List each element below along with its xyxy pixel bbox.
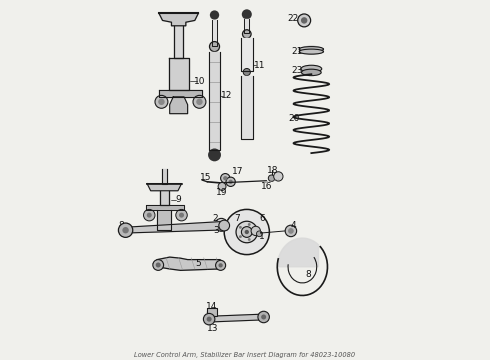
Text: 3: 3 (214, 226, 219, 235)
Text: 8: 8 (306, 270, 311, 279)
Circle shape (248, 238, 251, 241)
Circle shape (156, 262, 161, 267)
Circle shape (242, 226, 252, 237)
Text: 23: 23 (292, 66, 303, 75)
Circle shape (216, 260, 225, 270)
Circle shape (155, 95, 168, 108)
Text: 1: 1 (259, 232, 265, 241)
Text: 22: 22 (287, 14, 298, 23)
Circle shape (248, 223, 251, 226)
Circle shape (219, 220, 230, 231)
Ellipse shape (299, 46, 323, 51)
Circle shape (269, 175, 275, 181)
Circle shape (179, 213, 184, 218)
Circle shape (147, 213, 152, 218)
Circle shape (285, 225, 296, 237)
Polygon shape (212, 20, 217, 45)
Text: Lower Control Arm, Stabilizer Bar Insert Diagram for 48023-10080: Lower Control Arm, Stabilizer Bar Insert… (134, 351, 356, 357)
Text: 9: 9 (176, 195, 181, 204)
Text: 5: 5 (195, 260, 200, 269)
Text: 18: 18 (267, 166, 279, 175)
Circle shape (228, 180, 233, 184)
Polygon shape (124, 221, 227, 233)
Circle shape (218, 183, 226, 190)
Polygon shape (159, 90, 202, 97)
Polygon shape (245, 19, 249, 33)
Circle shape (245, 230, 249, 234)
Polygon shape (209, 314, 264, 322)
Text: 7: 7 (234, 214, 240, 223)
Circle shape (224, 210, 270, 255)
Text: 20: 20 (289, 114, 300, 123)
Circle shape (274, 172, 283, 181)
Text: 14: 14 (206, 302, 218, 311)
Circle shape (144, 210, 155, 221)
Polygon shape (157, 211, 171, 230)
Polygon shape (209, 51, 221, 149)
Ellipse shape (301, 65, 322, 72)
Circle shape (298, 14, 311, 27)
Circle shape (226, 177, 235, 186)
Text: 10: 10 (195, 77, 206, 86)
Circle shape (301, 17, 307, 24)
Ellipse shape (301, 69, 321, 76)
FancyBboxPatch shape (207, 309, 218, 316)
Circle shape (207, 317, 212, 321)
Polygon shape (170, 97, 188, 114)
Text: 6: 6 (259, 214, 265, 223)
Text: 17: 17 (232, 167, 244, 176)
Circle shape (122, 227, 129, 233)
Circle shape (223, 176, 227, 180)
Circle shape (218, 222, 224, 228)
Polygon shape (241, 39, 252, 71)
Circle shape (261, 315, 266, 319)
Text: 4: 4 (291, 221, 296, 230)
Circle shape (288, 228, 294, 234)
Circle shape (215, 219, 228, 231)
Circle shape (243, 30, 251, 39)
Circle shape (242, 9, 252, 19)
Circle shape (208, 148, 221, 161)
Circle shape (176, 210, 187, 221)
Circle shape (158, 99, 165, 105)
Polygon shape (159, 13, 198, 26)
Circle shape (153, 260, 164, 270)
Ellipse shape (300, 46, 323, 54)
Circle shape (256, 231, 262, 237)
Polygon shape (174, 26, 183, 58)
Circle shape (243, 68, 250, 76)
Circle shape (210, 41, 220, 51)
Circle shape (251, 226, 260, 235)
Text: 8: 8 (118, 221, 124, 230)
Text: 2: 2 (213, 214, 219, 223)
Circle shape (236, 221, 258, 243)
Circle shape (119, 223, 133, 237)
Circle shape (239, 226, 242, 229)
Polygon shape (147, 205, 184, 211)
Text: 12: 12 (220, 91, 232, 100)
Circle shape (258, 311, 270, 323)
Circle shape (253, 230, 256, 233)
Text: 21: 21 (292, 47, 303, 56)
Circle shape (193, 95, 206, 108)
Polygon shape (241, 76, 252, 139)
Circle shape (239, 235, 242, 238)
Polygon shape (279, 238, 319, 267)
Text: 15: 15 (200, 173, 211, 182)
Ellipse shape (299, 49, 323, 54)
Text: 16: 16 (261, 181, 272, 190)
Polygon shape (169, 58, 189, 90)
Text: 13: 13 (207, 324, 219, 333)
Circle shape (219, 263, 223, 267)
Circle shape (196, 99, 203, 105)
Polygon shape (162, 169, 167, 184)
Polygon shape (160, 191, 169, 205)
Text: 11: 11 (254, 61, 265, 70)
Polygon shape (153, 257, 225, 270)
Text: 19: 19 (216, 188, 227, 197)
Circle shape (203, 314, 215, 325)
Circle shape (220, 174, 230, 183)
Polygon shape (147, 184, 181, 191)
Circle shape (210, 10, 219, 20)
